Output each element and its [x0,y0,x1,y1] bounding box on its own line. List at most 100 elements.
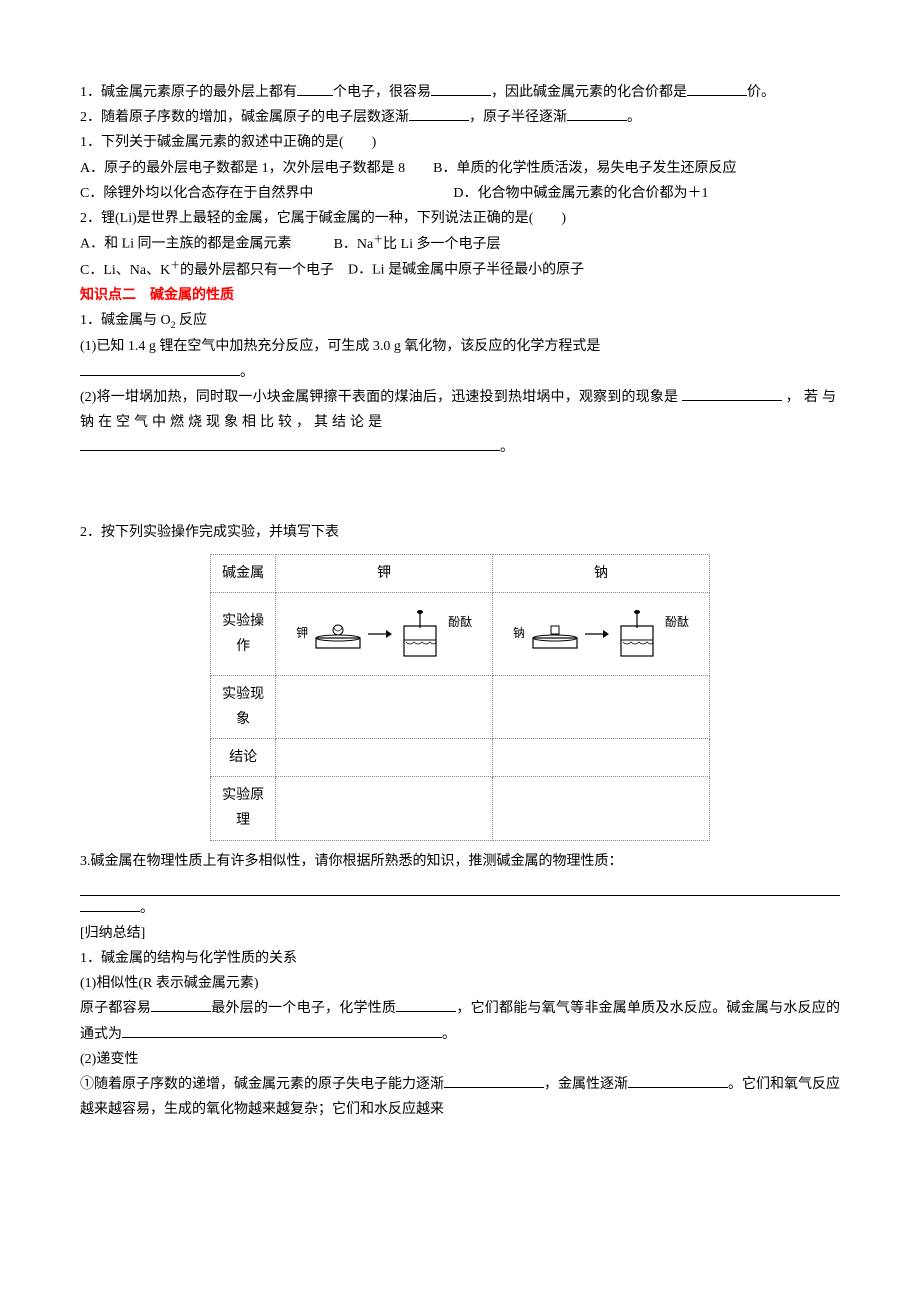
th-na: 钠 [493,554,710,592]
mc2-b-a: B．Na [334,237,374,252]
blank[interactable] [80,361,240,376]
summary-grad-body: ①随着原子序数的递增，碱金属元素的原子失电子能力逐渐，金属性逐渐。它们和氧气反应… [80,1072,840,1122]
cell-op-k: 钾 [276,592,493,675]
row-phen-label: 实验现象 [211,675,276,738]
blank[interactable] [80,897,140,912]
mc2-opt-c: C．Li、Na、K＋的最外层都只有一个电子 [80,263,334,278]
table-row-conclusion: 结论 [211,739,710,777]
mc2-c-a: C．Li、Na、K [80,263,170,278]
blank[interactable] [151,997,211,1012]
mc2-opt-d: D．Li 是碱金属中原子半径最小的原子 [348,263,584,278]
mc1-line-ab: A．原子的最外层电子数都是 1，次外层电子数都是 8 B．单质的化学性质活泼，易… [80,156,840,181]
cell-prin-na[interactable] [493,777,710,840]
mc1-stem-text: 1．下列关于碱金属元素的叙述中正确的是( ) [80,135,376,150]
plus-sup: ＋ [373,234,383,245]
sim-b: 最外层的一个电子，化学性质 [211,1001,396,1016]
q1-text-c: ，因此碱金属元素的化合价都是 [491,85,687,100]
mc1-line-cd: C．除锂外均以化合态存在于自然界中 D．化合物中碱金属元素的化合价都为＋1 [80,181,840,206]
label-phph-k: 酚酞 [448,612,472,634]
kp2-line1: 1．碱金属与 O2 反应 [80,308,840,334]
mc2-stem: 2．锂(Li)是世界上最轻的金属，它属于碱金属的一种，下列说法正确的是( ) [80,206,840,231]
experiment-table: 碱金属 钾 钠 实验操作 钾 [210,554,710,841]
label-k: 钾 [296,623,308,645]
cell-prin-k[interactable] [276,777,493,840]
q1-text-d: 价。 [747,85,775,100]
diagram-na: 钠 [501,608,701,660]
grad-a: ①随着原子序数的递增，碱金属元素的原子失电子能力逐渐 [80,1077,444,1092]
th-k: 钾 [276,554,493,592]
kp2-line1-b: 反应 [176,313,208,328]
summary-line1: 1．碱金属的结构与化学性质的关系 [80,946,840,971]
blank[interactable] [444,1073,544,1088]
exp-lead-text: 2．按下列实验操作完成实验，并填写下表 [80,525,339,540]
summary-heading: [归纳总结] [80,921,840,946]
summary-heading-text: [归纳总结] [80,926,145,941]
summary-grad-head: (2)递变性 [80,1047,840,1072]
blank[interactable] [80,878,840,896]
blank[interactable] [122,1023,442,1038]
blank[interactable] [409,106,469,121]
spacer [80,460,840,520]
cell-concl-na[interactable] [493,739,710,777]
mc2-b-b: 比 Li 多一个电子层 [383,237,500,252]
table-row-principle: 实验原理 [211,777,710,840]
q2-text-a: 2．随着原子序数的增加，碱金属原子的电子层数逐渐 [80,110,409,125]
kp2-line1-a: 1．碱金属与 O [80,313,171,328]
blank[interactable] [431,81,491,96]
row-concl-label: 结论 [211,739,276,777]
summary-sim-head-text: (1)相似性(R 表示碱金属元素) [80,976,259,991]
table-row-header: 碱金属 钾 钠 [211,554,710,592]
mc2-line-ab: A．和 Li 同一主族的都是金属元素 B．Na＋比 Li 多一个电子层 [80,231,840,257]
kp2-p1-text: (1)已知 1.4 g 锂在空气中加热充分反应，可生成 3.0 g 氧化物，该反… [80,339,600,354]
summary-sim-body: 原子都容易最外层的一个电子，化学性质，它们都能与氧气等非金属单质及水反应。碱金属… [80,996,840,1046]
row-op-label: 实验操作 [211,592,276,675]
sim-tail: 。 [442,1027,456,1042]
mc1-opt-c: C．除锂外均以化合态存在于自然界中 [80,186,313,201]
arrow-icon [585,628,609,640]
fill-q2: 2．随着原子序数的增加，碱金属原子的电子层数逐渐 ，原子半径逐渐 。 [80,105,840,130]
label-phph-na: 酚酞 [665,612,689,634]
arrow-icon [368,628,392,640]
cell-phen-na[interactable] [493,675,710,738]
exp-lead: 2．按下列实验操作完成实验，并填写下表 [80,520,840,545]
diagram-k: 钾 [284,608,484,660]
q3-tail: 。 [140,901,154,916]
kp2-p1: (1)已知 1.4 g 锂在空气中加热充分反应，可生成 3.0 g 氧化物，该反… [80,334,840,384]
fill-q1: 1．碱金属元素原子的最外层上都有个电子，很容易，因此碱金属元素的化合价都是价。 [80,80,840,105]
blank[interactable] [297,81,333,96]
q1-text-b: 个电子，很容易 [333,85,431,100]
mc2-stem-text: 2．锂(Li)是世界上最轻的金属，它属于碱金属的一种，下列说法正确的是( ) [80,211,566,226]
cell-concl-k[interactable] [276,739,493,777]
blank[interactable] [687,81,747,96]
kp2-p1-tail: 。 [240,365,254,380]
blank[interactable] [682,386,782,401]
beaker-na-icon [615,608,659,660]
row-prin-label: 实验原理 [211,777,276,840]
blank[interactable] [628,1073,728,1088]
plus-sup: ＋ [170,260,180,271]
grad-head-text: (2)递变性 [80,1052,138,1067]
mc2-opt-b: B．Na＋比 Li 多一个电子层 [334,237,501,252]
mc2-opt-a: A．和 Li 同一主族的都是金属元素 [80,237,292,252]
blank[interactable] [567,106,627,121]
summary-sim-head: (1)相似性(R 表示碱金属元素) [80,971,840,996]
beaker-k-icon [398,608,442,660]
q3-phys: 3.碱金属在物理性质上有许多相似性，请你根据所熟悉的知识，推测碱金属的物理性质：… [80,849,840,921]
grad-b: ，金属性逐渐 [544,1077,628,1092]
blank[interactable] [80,436,500,451]
kp2-p2-tail: 。 [500,440,514,455]
cell-phen-k[interactable] [276,675,493,738]
mc2-line-cd: C．Li、Na、K＋的最外层都只有一个电子 D．Li 是碱金属中原子半径最小的原… [80,257,840,283]
blank[interactable] [396,997,456,1012]
q2-text-b: ，原子半径逐渐 [469,110,567,125]
kp2-p2-a: (2)将一坩埚加热，同时取一小块金属钾擦干表面的煤油后，迅速投到热坩埚中，观察到… [80,390,678,405]
mc1-stem: 1．下列关于碱金属元素的叙述中正确的是( ) [80,130,840,155]
th-metal: 碱金属 [211,554,276,592]
mc1-opt-a: A．原子的最外层电子数都是 1，次外层电子数都是 8 [80,161,405,176]
mc1-opt-d: D．化合物中碱金属元素的化合价都为＋1 [453,186,708,201]
q2-text-c: 。 [627,110,641,125]
q3-text: 3.碱金属在物理性质上有许多相似性，请你根据所熟悉的知识，推测碱金属的物理性质： [80,854,623,869]
kp2-heading: 知识点二 碱金属的性质 [80,283,840,308]
mc1-opt-b: B．单质的化学性质活泼，易失电子发生还原反应 [433,161,736,176]
kp2-p2: (2)将一坩埚加热，同时取一小块金属钾擦干表面的煤油后，迅速投到热坩埚中，观察到… [80,385,840,461]
